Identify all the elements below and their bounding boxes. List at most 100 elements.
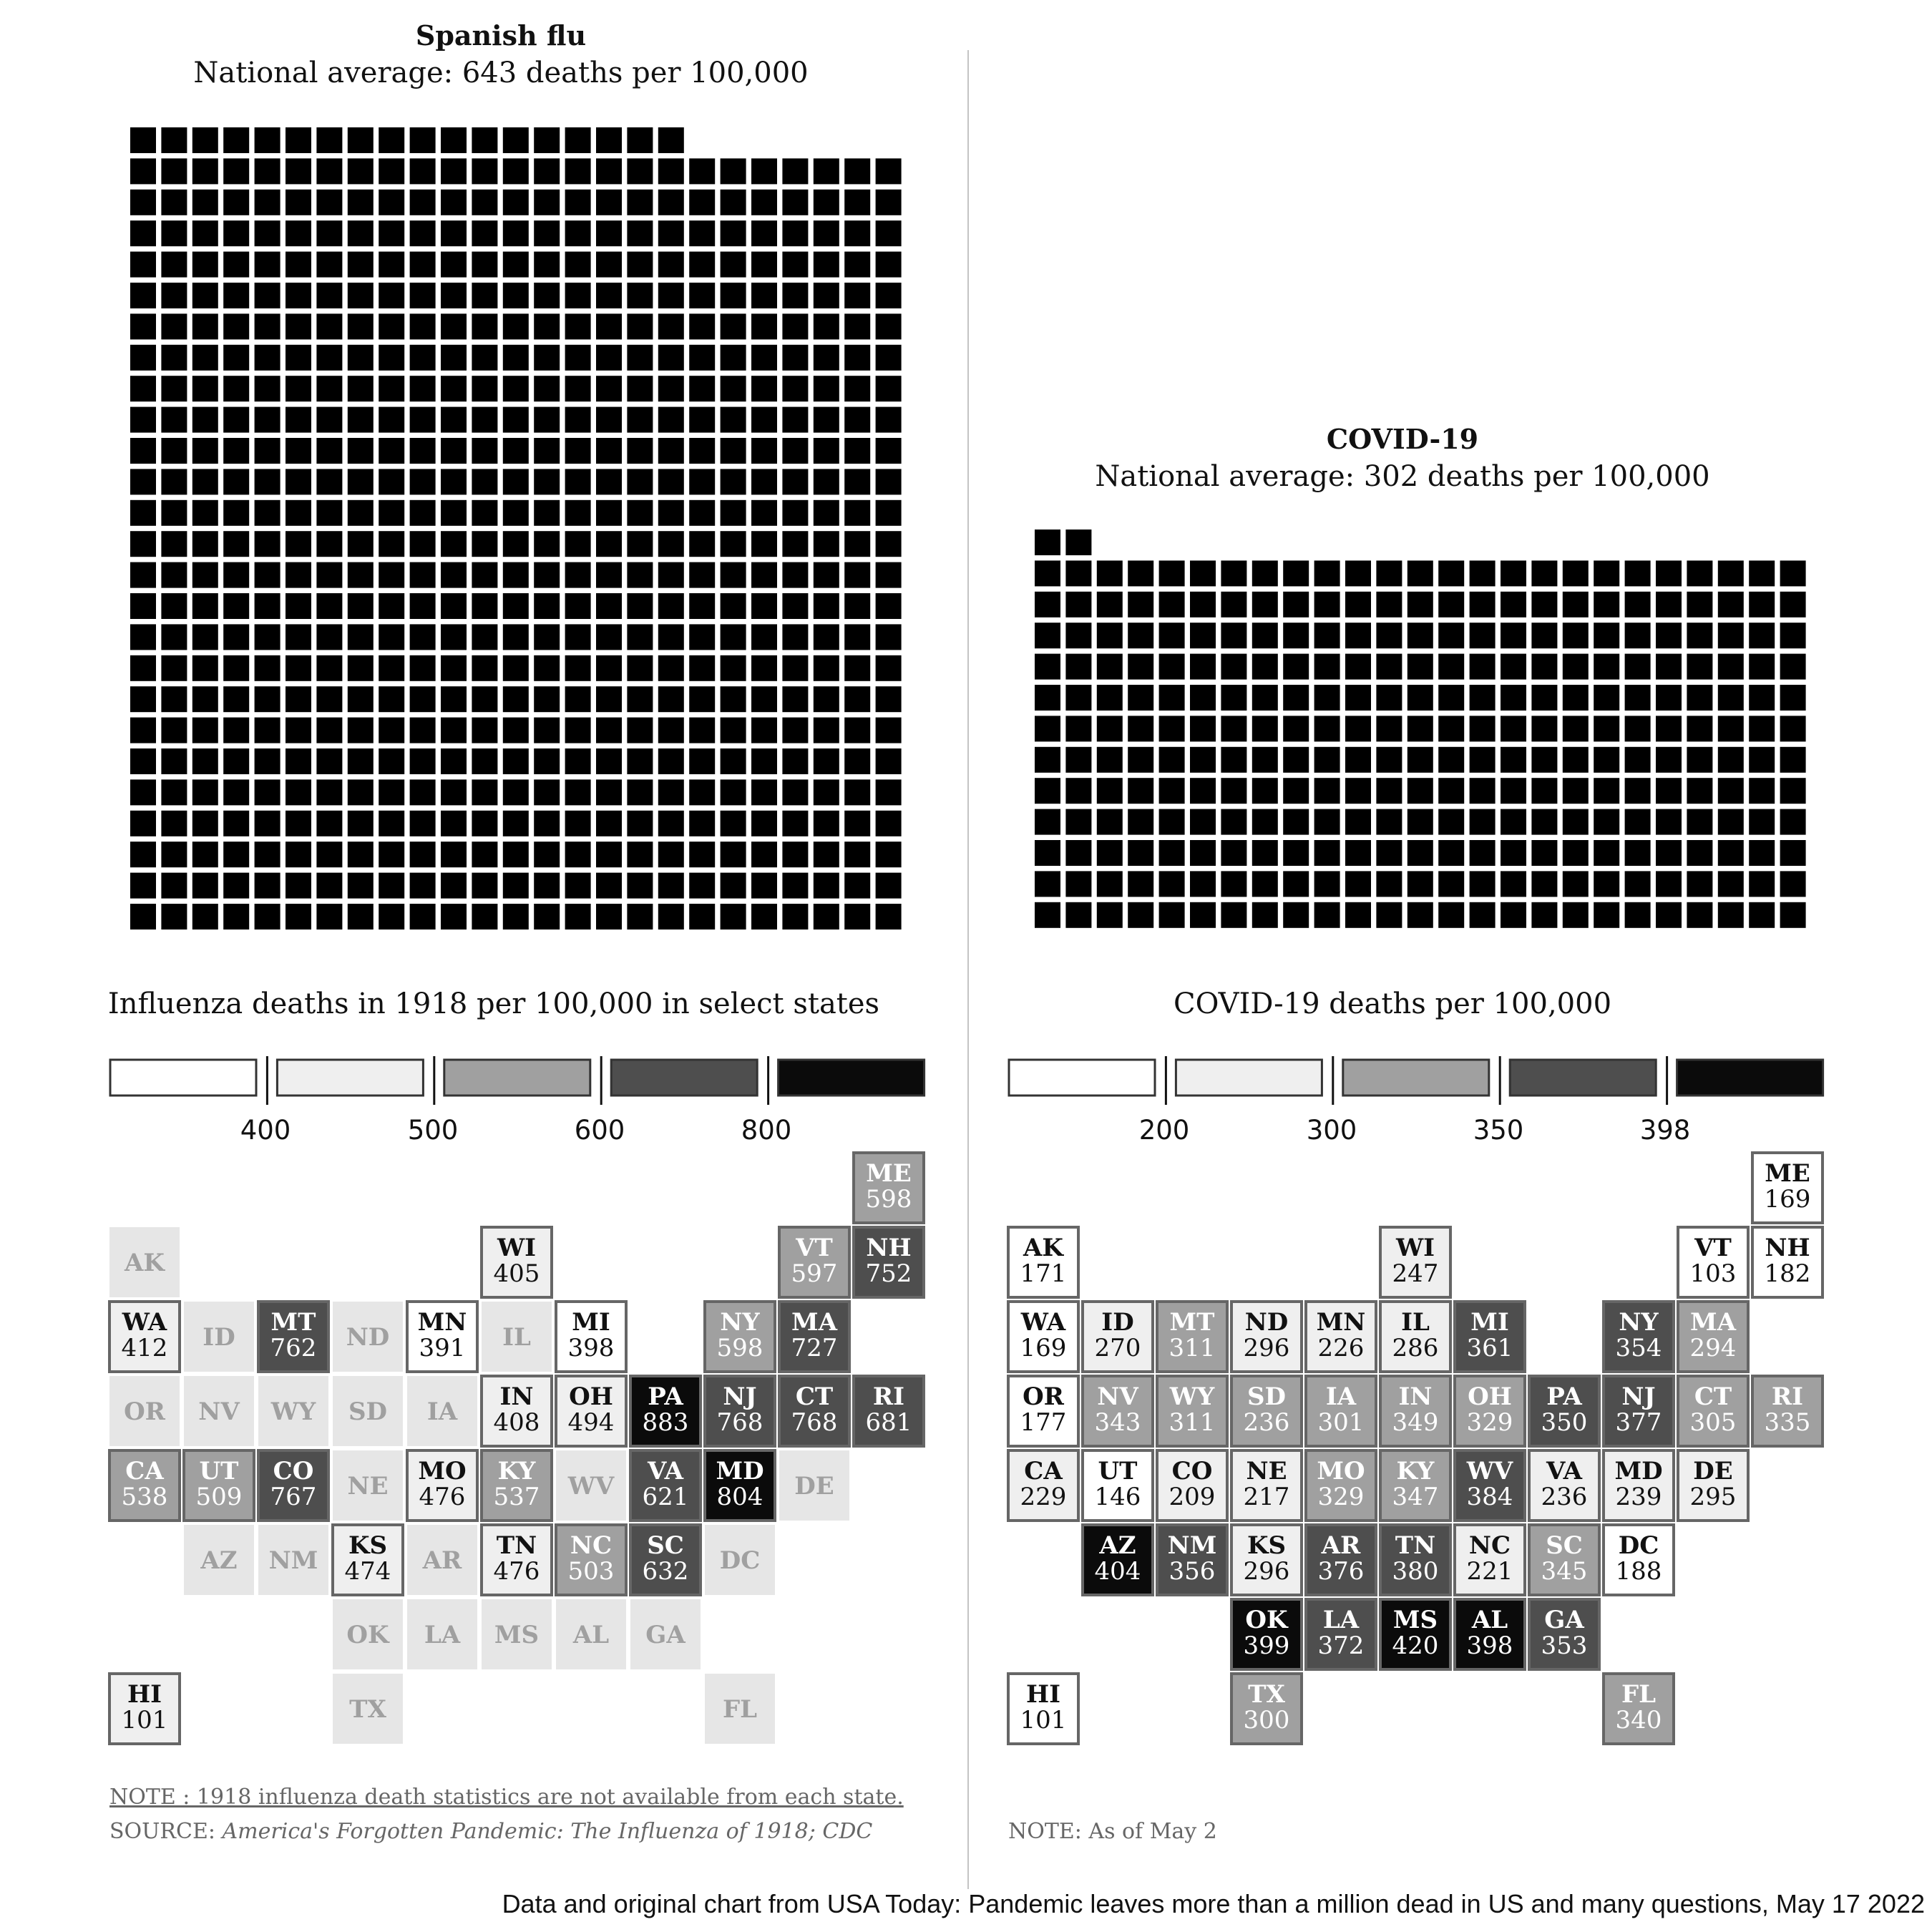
flu-waffle-square — [875, 717, 902, 743]
flu-tile-abbr: OH — [569, 1382, 613, 1411]
covid-waffle-square — [1594, 840, 1620, 866]
flu-tile-box — [184, 1376, 254, 1446]
flu-waffle-square — [130, 686, 156, 713]
flu-waffle-square — [130, 376, 156, 402]
flu-tile-box — [555, 1523, 628, 1596]
flu-waffle-square — [565, 779, 591, 806]
covid-tile-box — [1528, 1375, 1601, 1448]
flu-waffle-square — [130, 158, 156, 185]
covid-tile-value: 286 — [1392, 1334, 1439, 1362]
covid-tile-abbr: MN — [1317, 1308, 1366, 1337]
covid-tile-abbr: NV — [1097, 1382, 1138, 1411]
flu-waffle-square — [875, 283, 902, 308]
flu-waffle-square — [316, 531, 343, 557]
flu-waffle-square — [782, 313, 809, 340]
covid-waffle-square — [1376, 809, 1402, 835]
covid-waffle-square — [1035, 623, 1060, 649]
flu-waffle-square — [596, 624, 622, 650]
covid-tile-abbr: KS — [1247, 1531, 1286, 1560]
flu-waffle-square — [254, 189, 280, 215]
covid-waffle-square — [1531, 902, 1558, 928]
flu-waffle-square — [316, 313, 343, 340]
flu-waffle-square — [316, 872, 343, 899]
flu-tile-value: 597 — [791, 1259, 838, 1288]
flu-waffle-square — [502, 872, 529, 899]
covid-waffle-square — [1283, 560, 1309, 587]
flu-waffle-square — [502, 251, 529, 278]
flu-waffle-square — [130, 593, 156, 619]
flu-tile-abbr: NH — [866, 1234, 911, 1262]
covid-waffle-square — [1687, 685, 1713, 711]
covid-waffle-square — [1656, 902, 1682, 928]
covid-tile-abbr: WY — [1169, 1382, 1215, 1411]
covid-waffle-square — [1501, 840, 1526, 866]
covid-tile-value: 353 — [1541, 1631, 1588, 1660]
covid-note: NOTE: As of May 2 — [1008, 1819, 1217, 1844]
flu-waffle-square — [441, 189, 467, 215]
covid-tile-abbr: OR — [1023, 1382, 1065, 1411]
covid-waffle-square — [1469, 778, 1496, 804]
flu-waffle-square — [502, 593, 529, 619]
flu-tile-abbr: OK — [346, 1621, 390, 1649]
covid-waffle-square — [1128, 623, 1154, 649]
flu-waffle-square — [875, 313, 902, 340]
flu-tile-box — [331, 1523, 404, 1596]
covid-waffle-square — [1717, 840, 1744, 866]
flu-tile-box — [108, 1449, 181, 1522]
flu-tile-la: LA — [407, 1599, 477, 1669]
flu-waffle-square — [130, 189, 156, 215]
covid-tile-value: 377 — [1616, 1408, 1662, 1437]
flu-waffle-square — [441, 593, 467, 619]
covid-waffle-square — [1656, 809, 1682, 835]
covid-tile-abbr: OH — [1468, 1382, 1512, 1411]
covid-tile-abbr: IA — [1326, 1382, 1357, 1411]
covid-waffle-square — [1469, 591, 1496, 618]
flu-waffle-square — [316, 283, 343, 308]
flu-waffle-square — [286, 127, 311, 153]
covid-tile-value: 296 — [1244, 1334, 1290, 1362]
flu-waffle-square — [223, 562, 250, 588]
covid-waffle-square — [1469, 560, 1496, 587]
flu-waffle-square — [286, 499, 311, 526]
flu-waffle-square — [596, 562, 622, 588]
covid-waffle-square — [1314, 653, 1340, 680]
flu-waffle-square — [286, 344, 311, 371]
flu-waffle-square — [844, 748, 871, 774]
flu-tile-box — [778, 1375, 851, 1448]
flu-tile-box — [556, 1450, 626, 1521]
covid-tile-value: 372 — [1318, 1631, 1365, 1660]
flu-waffle-square — [409, 655, 436, 681]
flu-waffle-square — [502, 717, 529, 743]
flu-waffle-square — [658, 872, 684, 899]
flu-waffle-square — [286, 158, 311, 185]
flu-waffle-square — [130, 872, 156, 899]
flu-waffle-square — [472, 655, 498, 681]
covid-tile-value: 247 — [1392, 1259, 1439, 1288]
covid-tile-box — [1528, 1449, 1601, 1522]
flu-waffle-square — [751, 499, 777, 526]
covid-waffle-square — [1283, 623, 1309, 649]
flu-waffle-square — [720, 189, 746, 215]
flu-tile-box — [333, 1674, 403, 1744]
covid-waffle-square — [1252, 685, 1278, 711]
covid-waffle-square — [1562, 716, 1589, 742]
flu-waffle-square — [472, 810, 498, 836]
flu-waffle-square — [347, 593, 374, 619]
flu-waffle-square — [689, 779, 716, 806]
covid-tile-value: 217 — [1244, 1483, 1290, 1511]
covid-tile-box — [1081, 1375, 1154, 1448]
flu-waffle-square — [130, 748, 156, 774]
flu-waffle-square — [720, 469, 746, 495]
covid-waffle-square — [1158, 653, 1185, 680]
flu-waffle-square — [347, 344, 374, 371]
flu-waffle-square — [161, 655, 187, 681]
flu-waffle-square — [875, 810, 902, 836]
flu-waffle-square — [565, 220, 591, 247]
